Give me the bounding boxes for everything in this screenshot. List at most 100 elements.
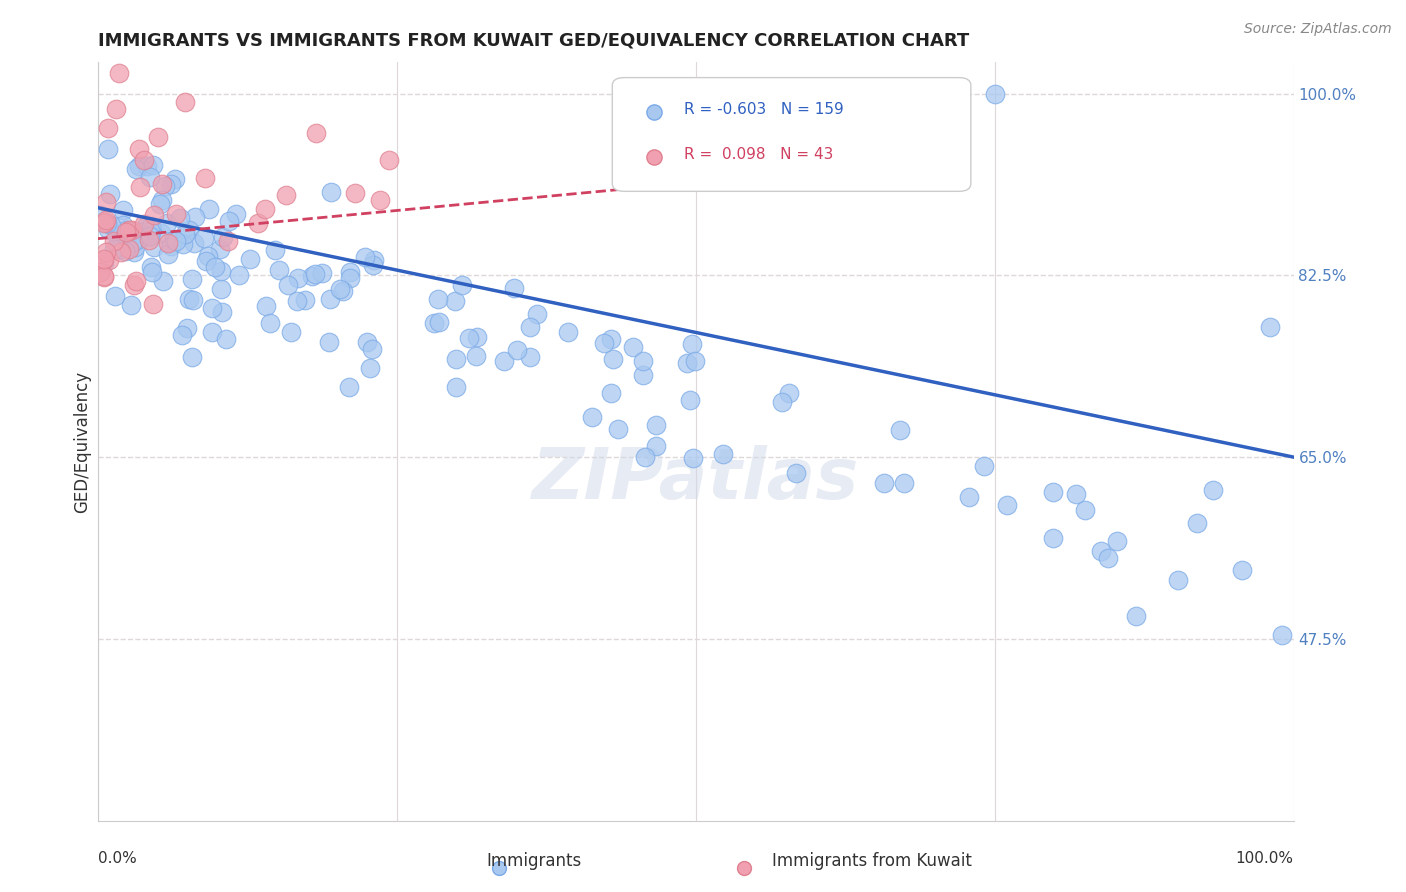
Point — [143, 208, 166, 222]
Point — [105, 229, 128, 244]
Point — [150, 227, 173, 241]
Point — [181, 293, 204, 307]
Point — [173, 95, 195, 110]
Point — [505, 343, 527, 358]
Point — [337, 380, 360, 394]
Point — [304, 268, 326, 282]
Point — [97, 142, 120, 156]
Text: R =  0.098   N = 43: R = 0.098 N = 43 — [685, 147, 834, 162]
Point — [631, 368, 654, 382]
Point — [1271, 628, 1294, 642]
Point — [294, 293, 316, 308]
Point — [197, 250, 219, 264]
Point — [146, 129, 169, 144]
Point — [218, 213, 240, 227]
Point — [194, 171, 217, 186]
Point — [557, 326, 579, 340]
Point — [134, 218, 156, 232]
Point — [426, 292, 449, 306]
Point — [503, 280, 526, 294]
Point — [1105, 534, 1128, 549]
Point — [1202, 483, 1225, 497]
Y-axis label: GED/Equivalency: GED/Equivalency — [73, 370, 91, 513]
Point — [1064, 487, 1087, 501]
Point — [332, 284, 354, 298]
Point — [427, 315, 450, 329]
Point — [138, 233, 160, 247]
Point — [94, 194, 117, 209]
Point — [108, 242, 131, 256]
Text: Immigrants: Immigrants — [486, 852, 582, 870]
Point — [217, 234, 239, 248]
Point — [984, 87, 1007, 101]
Point — [519, 320, 541, 334]
Point — [208, 242, 231, 256]
Point — [121, 234, 143, 248]
Point — [170, 327, 193, 342]
Point — [122, 244, 145, 259]
Point — [711, 447, 734, 461]
Text: IMMIGRANTS VS IMMIGRANTS FROM KUWAIT GED/EQUIVALENCY CORRELATION CHART: IMMIGRANTS VS IMMIGRANTS FROM KUWAIT GED… — [98, 32, 970, 50]
Point — [150, 178, 173, 192]
Point — [157, 235, 180, 250]
Point — [770, 395, 793, 409]
Point — [423, 317, 446, 331]
Point — [120, 298, 142, 312]
Point — [115, 225, 138, 239]
Point — [141, 219, 163, 234]
Point — [1258, 320, 1281, 334]
Point — [995, 499, 1018, 513]
Point — [209, 264, 232, 278]
Point — [163, 233, 186, 247]
Point — [93, 268, 115, 283]
Point — [305, 126, 328, 140]
Point — [778, 385, 800, 400]
Point — [1187, 516, 1209, 531]
Point — [103, 242, 125, 256]
Point — [361, 342, 384, 356]
Point — [318, 293, 340, 307]
Point — [136, 159, 159, 173]
Point — [277, 278, 299, 293]
Point — [1090, 544, 1112, 558]
Point — [339, 265, 361, 279]
Point — [165, 207, 187, 221]
Point — [682, 451, 704, 466]
Point — [361, 258, 384, 272]
Point — [643, 216, 665, 230]
Point — [444, 293, 467, 308]
Point — [264, 243, 287, 257]
Point — [104, 102, 127, 116]
Point — [157, 246, 180, 260]
Point — [139, 229, 162, 244]
Point — [593, 336, 616, 351]
Point — [150, 194, 173, 208]
Point — [125, 161, 148, 176]
Point — [165, 234, 187, 248]
Point — [329, 281, 352, 295]
Point — [91, 253, 114, 268]
Point — [201, 325, 224, 339]
Point — [356, 335, 378, 350]
Point — [259, 316, 281, 330]
Point — [633, 353, 655, 368]
Point — [177, 223, 200, 237]
Point — [492, 353, 515, 368]
Point — [141, 223, 163, 237]
Point — [142, 158, 165, 172]
Point — [354, 250, 377, 264]
Point — [581, 410, 603, 425]
Point — [465, 330, 488, 344]
Point — [93, 252, 115, 267]
Point — [89, 265, 111, 279]
Point — [1042, 531, 1064, 545]
Point — [228, 268, 250, 283]
Point — [160, 177, 183, 191]
Point — [679, 392, 702, 407]
Point — [93, 215, 115, 229]
Point — [111, 203, 134, 218]
Point — [450, 278, 472, 293]
Point — [149, 197, 172, 211]
Point — [181, 272, 204, 286]
Point — [134, 153, 156, 168]
